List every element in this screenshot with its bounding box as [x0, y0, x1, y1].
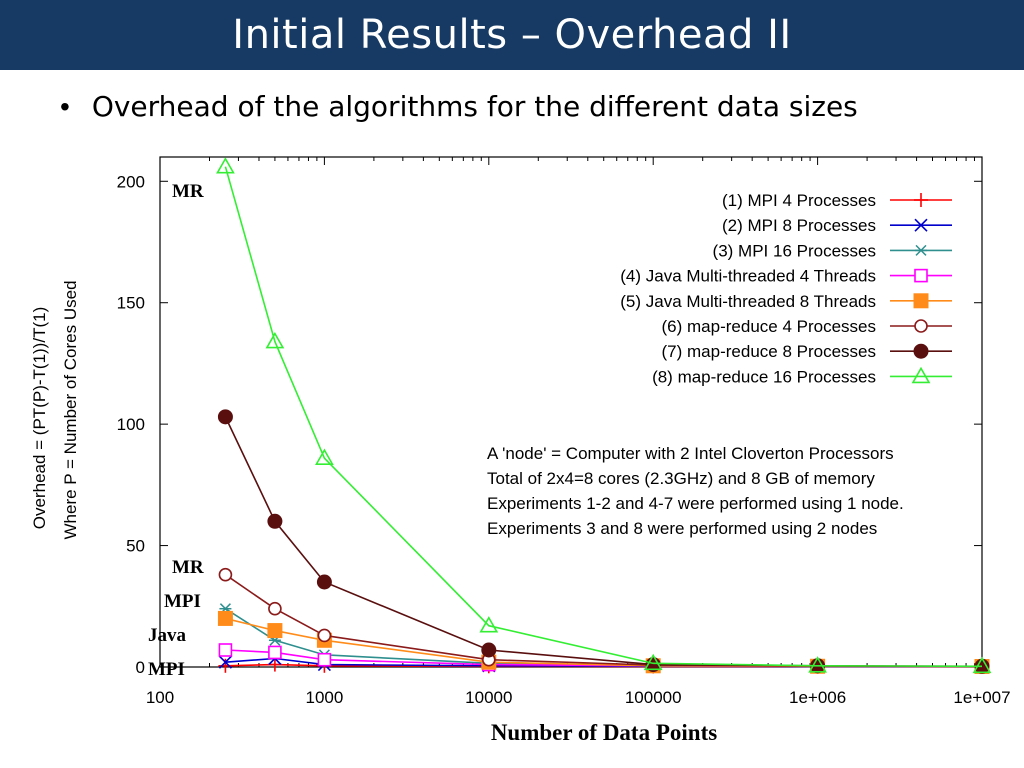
series-4 — [218, 643, 989, 674]
circle-open-marker — [914, 319, 928, 333]
data-point — [267, 623, 283, 639]
square-open-marker — [218, 643, 233, 657]
legend-swatch-marker — [914, 319, 928, 333]
legend-swatch-marker — [911, 366, 931, 384]
x-tick-label: 100000 — [625, 688, 682, 707]
square-filled-marker — [217, 610, 233, 626]
series-line — [225, 617, 983, 668]
square-open-marker — [268, 645, 282, 660]
x-tick-label: 10000 — [465, 688, 512, 707]
triangle-open-marker — [315, 448, 334, 465]
circle-open-marker — [268, 601, 282, 616]
bullet-dot-icon: • — [60, 90, 70, 122]
legend-swatch-marker — [915, 244, 927, 256]
data-point — [217, 610, 233, 626]
triangle-open-marker — [911, 366, 931, 384]
x-tick-label: 1e+007 — [953, 688, 1010, 707]
data-point — [315, 448, 334, 465]
x-marker-b — [914, 218, 928, 232]
data-point — [267, 657, 282, 672]
square-open-marker — [317, 652, 332, 667]
circle-open-marker — [218, 567, 233, 582]
series-6 — [218, 567, 989, 674]
triangle-open-marker — [265, 331, 285, 349]
data-point — [218, 567, 233, 582]
legend-label: (7) map-reduce 8 Processes — [662, 342, 876, 361]
legend-label: (6) map-reduce 4 Processes — [662, 317, 876, 336]
data-point — [317, 628, 332, 643]
y-tick-label: 200 — [117, 172, 145, 191]
triangle-open-marker — [479, 616, 499, 633]
data-point — [643, 653, 663, 671]
legend-label: (8) map-reduce 16 Processes — [652, 367, 876, 386]
y-axis-label-line2: Where P = Number of Cores Used — [61, 280, 80, 539]
series-group-annotation: MR — [172, 557, 204, 578]
legend-label: (1) MPI 4 Processes — [722, 191, 876, 210]
series-group-annotation: MPI — [148, 659, 185, 680]
series-line — [224, 166, 983, 668]
series-8 — [216, 157, 992, 674]
data-point — [808, 656, 827, 673]
triangle-open-marker — [643, 653, 663, 671]
series-group-annotation: Java — [148, 625, 187, 646]
square-open-marker — [914, 268, 928, 283]
triangle-open-marker — [216, 157, 235, 174]
data-point — [265, 331, 285, 349]
triangle-open-marker — [972, 656, 992, 674]
circle-filled-marker — [481, 642, 497, 658]
circle-filled-marker — [316, 574, 332, 590]
note-line: Total of 2x4=8 cores (2.3GHz) and 8 GB o… — [487, 469, 875, 488]
circle-filled-marker — [267, 513, 283, 529]
legend-label: (4) Java Multi-threaded 4 Threads — [620, 267, 876, 286]
slide-title: Initial Results – Overhead II — [232, 12, 792, 58]
data-point — [217, 409, 233, 425]
data-point — [479, 616, 499, 633]
legend-label: (5) Java Multi-threaded 8 Threads — [620, 292, 876, 311]
y-tick-label: 100 — [117, 415, 145, 434]
data-point — [317, 652, 332, 667]
data-point — [316, 574, 332, 590]
y-axis-label-line1: Overhead = (PT(P)-T(1))/T(1) — [30, 307, 49, 529]
data-point — [216, 157, 235, 174]
y-tick-label: 150 — [117, 294, 145, 313]
series-group-annotation: MR — [172, 181, 204, 202]
y-tick-label: 0 — [136, 658, 145, 677]
legend-swatch-marker — [914, 193, 928, 207]
square-filled-marker — [913, 293, 929, 309]
x-tick-label: 1000 — [305, 688, 343, 707]
circle-filled-marker — [913, 343, 929, 359]
legend-swatch-marker — [913, 293, 929, 309]
note-line: A 'node' = Computer with 2 Intel Clovert… — [487, 444, 894, 463]
x-axis-label: Number of Data Points — [491, 720, 717, 745]
legend-swatch-marker — [913, 343, 929, 359]
x-marker-b — [218, 655, 232, 669]
data-point — [972, 656, 992, 674]
data-point — [481, 642, 497, 658]
legend-label: (2) MPI 8 Processes — [722, 216, 876, 235]
data-point — [218, 655, 232, 669]
bullet-text: Overhead of the algorithms for the diffe… — [91, 90, 858, 123]
legend-swatch-marker — [914, 268, 928, 283]
x-tick-label: 100 — [146, 688, 174, 707]
slide-title-bar: Initial Results – Overhead II — [0, 0, 1024, 70]
data-point — [268, 601, 282, 616]
bullet-row: • Overhead of the algorithms for the dif… — [60, 90, 858, 123]
square-filled-marker — [267, 623, 283, 639]
x-tick-label: 1e+006 — [789, 688, 846, 707]
circle-open-marker — [317, 628, 332, 643]
data-point — [218, 658, 233, 673]
note-line: Experiments 1-2 and 4-7 were performed u… — [487, 494, 904, 513]
series-group-annotation: MPI — [164, 591, 201, 612]
star-marker-b — [915, 244, 927, 256]
circle-filled-marker — [217, 409, 233, 425]
note-line: Experiments 3 and 8 were performed using… — [487, 519, 877, 538]
legend-swatch-marker — [914, 218, 928, 232]
data-point — [267, 513, 283, 529]
triangle-open-marker — [808, 656, 827, 673]
data-point — [218, 643, 233, 657]
y-tick-label: 50 — [126, 537, 145, 556]
legend-label: (3) MPI 16 Processes — [713, 241, 876, 260]
data-point — [268, 645, 282, 660]
